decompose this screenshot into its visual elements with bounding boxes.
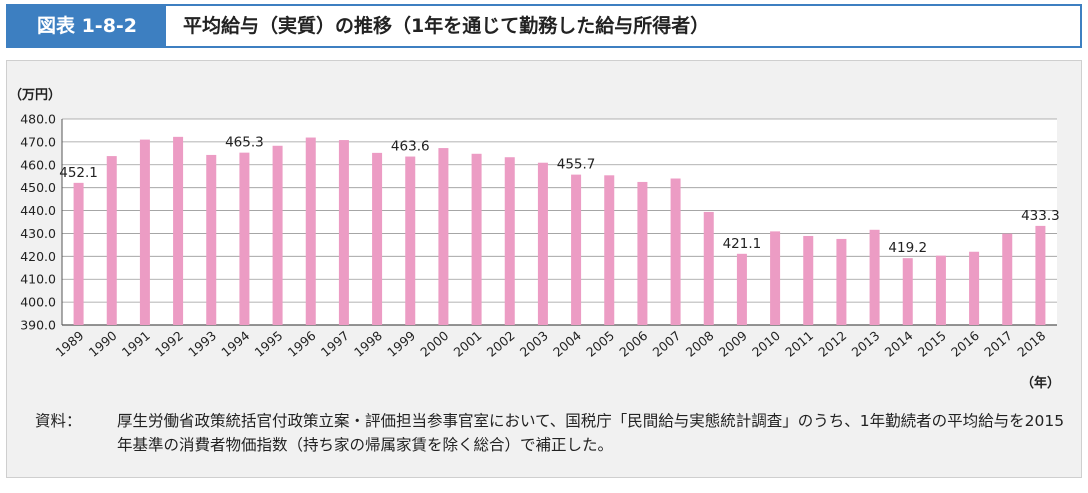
x-tick-label: 1997 (318, 328, 352, 360)
x-tick-label: 1989 (53, 328, 87, 360)
x-tick-label: 2003 (517, 328, 551, 360)
x-tick-label: 1994 (218, 328, 252, 360)
bar (604, 175, 615, 325)
bar (670, 178, 681, 325)
x-tick-label: 2008 (683, 328, 717, 360)
y-tick-label: 410.0 (20, 272, 56, 287)
bar (272, 145, 283, 325)
x-tick-label: 1991 (119, 328, 153, 360)
bar (902, 258, 913, 325)
figure-header: 図表 1-8-2 平均給与（実質）の推移（1年を通じて勤務した給与所得者） (6, 4, 1082, 48)
bar (703, 211, 714, 325)
bar (836, 238, 847, 325)
bar (173, 136, 184, 325)
data-label: 419.2 (888, 240, 927, 256)
x-tick-label: 2005 (583, 328, 617, 360)
plot-area (62, 119, 1057, 325)
x-tick-label: 1999 (384, 328, 418, 360)
x-tick-label: 2002 (484, 328, 518, 360)
x-tick-label: 1995 (252, 328, 286, 360)
x-tick-label: 1998 (351, 328, 385, 360)
source-note-head: 資料： (35, 412, 82, 430)
x-axis-unit-label: （年） (1021, 375, 1060, 391)
data-label: 452.1 (59, 165, 98, 181)
figure-label: 図表 1-8-2 (8, 6, 166, 46)
data-label: 433.3 (1021, 208, 1060, 224)
x-tick-label: 2012 (815, 328, 849, 360)
bar (770, 231, 781, 325)
y-tick-label: 420.0 (20, 249, 56, 264)
y-tick-label: 470.0 (20, 134, 56, 149)
bar (438, 148, 449, 325)
bar (803, 235, 814, 325)
bar (869, 229, 880, 325)
x-tick-label: 2011 (782, 328, 816, 360)
bar (372, 152, 383, 325)
bar (1002, 233, 1013, 325)
bar (736, 253, 747, 325)
x-tick-label: 2000 (417, 328, 451, 360)
bar (537, 162, 548, 325)
y-tick-label: 430.0 (20, 226, 56, 241)
x-tick-label: 2016 (948, 328, 982, 360)
bar (571, 174, 582, 325)
bar (239, 152, 250, 325)
bar (139, 139, 150, 325)
data-label: 455.7 (557, 157, 596, 173)
y-tick-label: 390.0 (20, 318, 56, 333)
bar (1035, 225, 1046, 325)
data-label: 465.3 (225, 135, 264, 151)
x-tick-label: 2009 (716, 328, 750, 360)
x-tick-label: 2014 (882, 328, 916, 360)
bar (405, 156, 416, 325)
bar (106, 156, 117, 325)
y-tick-label: 440.0 (20, 203, 56, 218)
x-tick-label: 2004 (550, 328, 584, 360)
figure-title: 平均給与（実質）の推移（1年を通じて勤務した給与所得者） (183, 15, 710, 37)
x-tick-label: 1996 (285, 328, 319, 360)
bar (935, 255, 946, 325)
bar (637, 181, 648, 325)
bar (338, 140, 349, 325)
x-tick-label: 2015 (915, 328, 949, 360)
y-tick-label: 400.0 (20, 295, 56, 310)
bar (969, 251, 980, 325)
x-tick-label: 1993 (185, 328, 219, 360)
x-tick-label: 2017 (981, 328, 1015, 360)
data-label: 421.1 (723, 236, 762, 252)
bar (73, 182, 84, 325)
bar (471, 153, 482, 325)
bar-chart: （万円） （年） 452.1 465.3 463.6 455.7 421.1 419.2 4… (9, 87, 1060, 391)
x-tick-label: 2007 (650, 328, 684, 360)
x-tick-label: 1992 (152, 328, 186, 360)
source-note-body: 厚生労働省政策統括官付政策立案・評価担当参事官室において、国税庁「民間給与実態統… (117, 412, 1065, 454)
x-tick-label: 2013 (849, 328, 883, 360)
bar (206, 154, 217, 325)
y-axis-unit-label: （万円） (9, 87, 61, 103)
bar (305, 137, 316, 325)
bar (504, 157, 515, 325)
data-label: 463.6 (391, 139, 430, 155)
y-tick-label: 450.0 (20, 180, 56, 195)
x-tick-label: 2006 (616, 328, 650, 360)
chart-panel: （万円） （年） 452.1 465.3 463.6 455.7 421.1 419.2 4… (6, 60, 1082, 478)
x-tick-label: 1990 (86, 328, 120, 360)
x-tick-label: 2018 (1014, 328, 1048, 360)
x-tick-label: 2010 (749, 328, 783, 360)
x-tick-label: 2001 (451, 328, 485, 360)
y-tick-label: 480.0 (20, 112, 56, 127)
y-tick-label: 460.0 (20, 157, 56, 172)
